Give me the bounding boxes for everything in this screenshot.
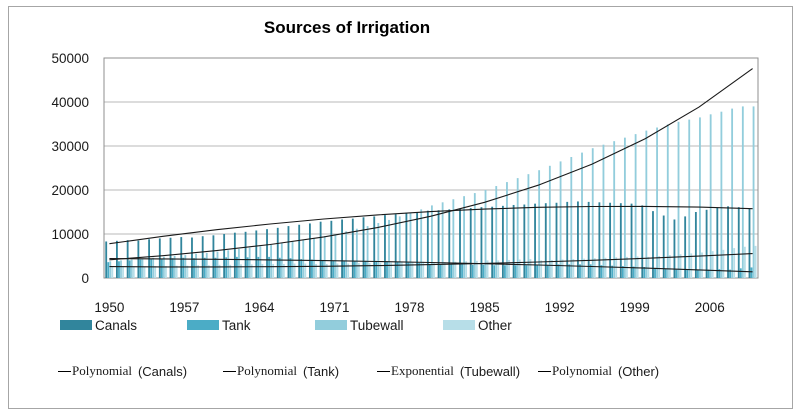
svg-text:1950: 1950	[94, 300, 124, 315]
trendline-legend-item-other: Polynomial (Other)	[538, 362, 659, 380]
trendline-fit-label: Polynomial	[552, 363, 612, 378]
svg-text:1985: 1985	[470, 300, 500, 315]
legend-item-tubewall: Tubewall	[315, 317, 404, 333]
svg-text:2006: 2006	[695, 300, 725, 315]
trendline-series-label: (Tubewall)	[459, 363, 521, 379]
trendline-legend-item-tubewall: Exponential (Tubewall)	[377, 362, 520, 380]
trendline-sample-icon	[538, 370, 551, 372]
svg-text:1957: 1957	[169, 300, 199, 315]
trendline-legend-item-canals: Polynomial (Canals)	[58, 362, 187, 380]
svg-text:40000: 40000	[51, 95, 89, 110]
svg-text:20000: 20000	[51, 183, 89, 198]
svg-text:0: 0	[81, 271, 89, 286]
legend-item-other: Other	[443, 317, 512, 333]
svg-text:1992: 1992	[545, 300, 575, 315]
legend-label-other: Other	[478, 317, 512, 333]
legend-item-canals: Canals	[60, 317, 137, 333]
plot-area: 0 10000 20000 30000 40000 50000 1950 1957 1964 19…	[51, 51, 759, 315]
legend-item-tank: Tank	[187, 317, 251, 333]
trendline-sample-icon	[223, 370, 236, 372]
trendline-fit-label: Exponential	[391, 363, 454, 378]
trendline-fit-label: Polynomial	[237, 363, 297, 378]
trendline-legend: Polynomial (Canals) Polynomial (Tank) Ex…	[0, 362, 796, 380]
legend-label-tubewall: Tubewall	[350, 317, 404, 333]
other-swatch-icon	[443, 320, 475, 330]
legend-label-tank: Tank	[222, 317, 251, 333]
trendline-series-label: (Tank)	[302, 363, 340, 379]
trendline-legend-item-tank: Polynomial (Tank)	[223, 362, 339, 380]
series-legend: Canals Tank Tubewall Other	[0, 317, 796, 333]
svg-text:1999: 1999	[620, 300, 650, 315]
svg-text:50000: 50000	[51, 51, 89, 66]
tubewall-swatch-icon	[315, 320, 347, 330]
trendline-fit-label: Polynomial	[72, 363, 132, 378]
svg-text:1978: 1978	[395, 300, 425, 315]
svg-text:10000: 10000	[51, 227, 89, 242]
svg-text:1971: 1971	[319, 300, 349, 315]
trendline-series-label: (Other)	[617, 363, 660, 379]
legend-label-canals: Canals	[95, 317, 138, 333]
chart-title: Sources of Irrigation	[263, 18, 431, 37]
svg-text:30000: 30000	[51, 139, 89, 154]
trendline-series-label: (Canals)	[137, 363, 188, 379]
tank-swatch-icon	[187, 320, 219, 330]
trendline-sample-icon	[377, 370, 390, 372]
trendline-sample-icon	[58, 370, 71, 372]
canals-swatch-icon	[60, 320, 92, 330]
svg-text:1964: 1964	[244, 300, 275, 315]
